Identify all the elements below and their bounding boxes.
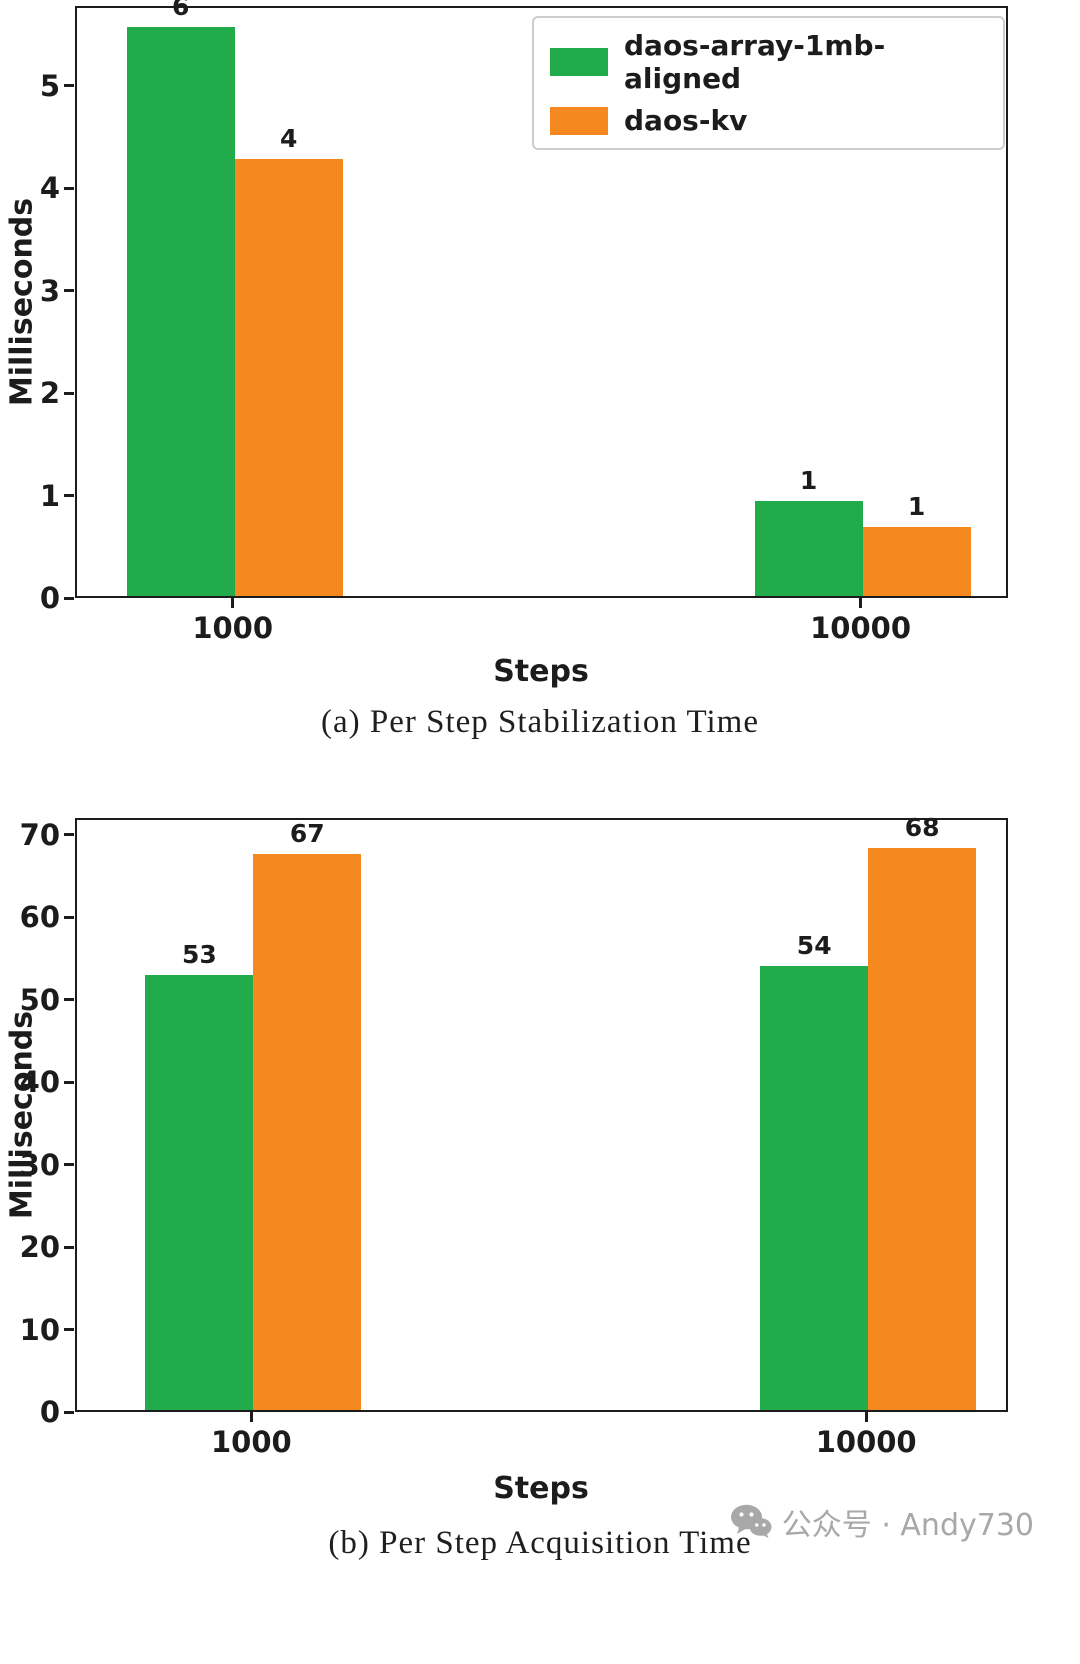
legend: daos-array-1mb-aligned daos-kv xyxy=(532,16,1005,150)
y-tick-mark xyxy=(64,596,74,600)
wechat-icon xyxy=(730,1504,772,1540)
bar-daos-kv-1000 xyxy=(253,853,362,1410)
y-tick-label: 60 xyxy=(19,900,60,934)
y-tick-label: 40 xyxy=(19,1065,60,1099)
legend-swatch-green xyxy=(550,48,608,76)
x-tick-label: 1000 xyxy=(192,611,274,645)
y-tick-label: 10 xyxy=(19,1312,60,1347)
bar-daos-array-1mb-aligned-10000 xyxy=(754,500,863,596)
y-tick-mark xyxy=(64,1410,74,1414)
x-tick-mark xyxy=(859,598,863,608)
bar-value-label: 53 xyxy=(181,940,217,970)
bar-value-label: 1 xyxy=(907,492,926,522)
legend-label-daos-kv: daos-kv xyxy=(624,104,748,137)
y-tick-label: 5 xyxy=(39,68,60,103)
y-tick-label: 1 xyxy=(39,478,60,513)
y-tick-label: 3 xyxy=(39,273,60,308)
x-axis-label: Steps xyxy=(493,654,589,689)
legend-label-daos-array: daos-array-1mb-aligned xyxy=(624,29,886,95)
y-tick-mark xyxy=(64,186,74,190)
figure-caption-b: (b) Per Step Acquisition Time xyxy=(328,1525,752,1561)
y-tick-mark xyxy=(64,391,74,395)
x-tick-label: 10000 xyxy=(815,1425,917,1459)
bar-daos-kv-10000 xyxy=(862,527,971,596)
x-tick-mark xyxy=(864,1412,868,1422)
x-tick-label: 1000 xyxy=(210,1425,292,1459)
figure-acquisition-time: 53 67 54 68 Milliseconds Steps (b) Per Step… xyxy=(0,765,1080,1664)
y-tick-mark xyxy=(64,84,74,88)
plot-area-a: daos-array-1mb-aligned daos-kv 6 4 1 1 xyxy=(75,0,1008,598)
bar-value-label: 1 xyxy=(799,465,818,495)
y-tick-label: 0 xyxy=(39,581,60,615)
bar-daos-array-1mb-aligned-1000 xyxy=(145,975,254,1410)
y-axis-label: Milliseconds xyxy=(4,1010,40,1220)
x-tick-mark xyxy=(231,598,235,608)
y-tick-label: 70 xyxy=(19,817,60,852)
legend-entry-daos-array: daos-array-1mb-aligned xyxy=(550,29,987,95)
x-axis-label: Steps xyxy=(493,1471,589,1506)
legend-swatch-orange xyxy=(550,106,608,135)
y-tick-mark xyxy=(64,1163,74,1166)
y-tick-mark xyxy=(64,833,74,836)
bar-value-label: 4 xyxy=(279,123,298,153)
y-tick-mark xyxy=(64,1245,74,1249)
bar-value-label: 54 xyxy=(796,931,832,961)
y-tick-mark xyxy=(64,1080,74,1084)
figure-caption-a: (a) Per Step Stabilization Time xyxy=(321,704,759,740)
y-tick-mark xyxy=(64,494,74,498)
y-tick-mark xyxy=(64,915,74,919)
bar-daos-array-1mb-aligned-1000 xyxy=(126,26,235,596)
x-tick-label: 10000 xyxy=(810,611,912,645)
bar-daos-kv-10000 xyxy=(868,848,977,1410)
y-tick-label: 30 xyxy=(19,1147,60,1182)
bar-value-label: 6 xyxy=(171,0,190,21)
bar-value-label: 68 xyxy=(904,813,940,843)
plot-area-b: 53 67 54 68 xyxy=(75,813,1008,1412)
bar-value-label: 67 xyxy=(289,818,325,848)
bar-daos-array-1mb-aligned-10000 xyxy=(760,966,869,1410)
y-tick-mark xyxy=(64,1328,74,1331)
watermark-text: 公众号 · Andy730 xyxy=(781,1508,1034,1543)
y-tick-label: 50 xyxy=(19,982,60,1017)
y-tick-label: 4 xyxy=(39,171,60,206)
legend-entry-daos-kv: daos-kv xyxy=(550,104,987,137)
y-tick-label: 0 xyxy=(39,1395,60,1429)
y-tick-label: 2 xyxy=(39,376,60,411)
y-tick-label: 20 xyxy=(19,1230,60,1264)
bar-daos-kv-1000 xyxy=(234,158,343,596)
watermark: 公众号 · Andy730 xyxy=(730,1500,1034,1544)
y-tick-mark xyxy=(64,289,74,293)
y-tick-mark xyxy=(64,998,74,1001)
x-tick-mark xyxy=(249,1412,253,1422)
